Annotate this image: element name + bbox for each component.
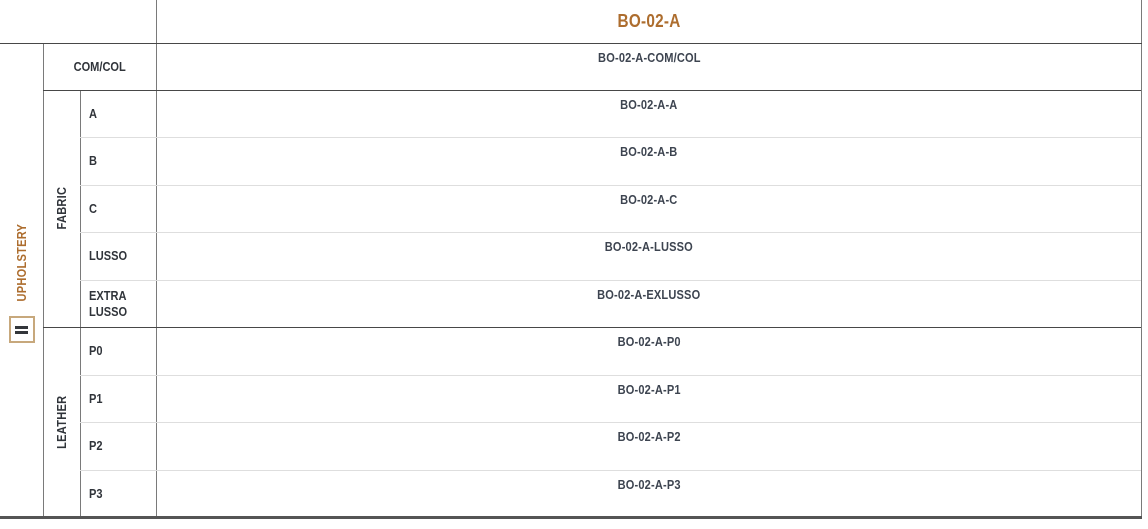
row-label-comcol: COM/COL [43, 43, 156, 90]
divider-comcol-bottom [43, 90, 1141, 91]
row-label-c: C [89, 200, 97, 216]
divider-sublabel-left [80, 90, 81, 517]
row-value-comcol: BO-02-A-COM/COL [157, 50, 1141, 65]
row-value-p0: BO-02-A-P0 [617, 334, 681, 349]
sidebar-upholstery: UPHOLSTERY [0, 43, 43, 517]
row-divider [80, 280, 1141, 281]
row-label-b: B [89, 153, 97, 169]
row-label-extra-lusso: EXTRA LUSSO [89, 288, 128, 319]
group-cell-leather: LEATHER [43, 327, 80, 517]
row-value-extra-lusso: BO-02-A-EXLUSSO [597, 287, 701, 302]
product-code-text: BO-02-A [617, 11, 681, 31]
comcol-value-text: BO-02-A-COM/COL [597, 50, 701, 65]
upholstery-label: UPHOLSTERY [14, 223, 29, 302]
divider-fabric-leather [43, 327, 1141, 328]
row-value-a: BO-02-A-A [620, 97, 678, 112]
divider-group-left [43, 43, 44, 517]
row-divider [80, 375, 1141, 376]
product-code-header: BO-02-A [157, 0, 1141, 43]
upholstery-layers-icon [8, 316, 35, 344]
comcol-label-text: COM/COL [73, 59, 126, 74]
row-value-b: BO-02-A-B [620, 144, 678, 159]
row-label-p2: P2 [89, 438, 103, 454]
fabric-label: FABRIC [54, 187, 69, 230]
row-label-p1: P1 [89, 390, 103, 406]
row-value-c: BO-02-A-C [620, 192, 678, 207]
row-label-lusso: LUSSO [89, 248, 128, 264]
row-label-a: A [89, 105, 97, 121]
row-divider [80, 185, 1141, 186]
row-divider [80, 470, 1141, 471]
row-label-p0: P0 [89, 343, 103, 359]
divider-values-left [156, 0, 157, 517]
row-value-p2: BO-02-A-P2 [617, 429, 681, 444]
divider-header-bottom [0, 43, 1142, 44]
group-cell-fabric: FABRIC [43, 90, 80, 327]
divider-right-border [1141, 0, 1142, 517]
row-divider [80, 232, 1141, 233]
row-label-p3: P3 [89, 485, 103, 501]
row-value-lusso: BO-02-A-LUSSO [604, 239, 694, 254]
divider-table-bottom [0, 516, 1142, 519]
row-divider [80, 137, 1141, 138]
row-divider [80, 422, 1141, 423]
row-value-p1: BO-02-A-P1 [617, 382, 681, 397]
row-value-p3: BO-02-A-P3 [617, 477, 681, 492]
leather-label: LEATHER [54, 395, 69, 449]
